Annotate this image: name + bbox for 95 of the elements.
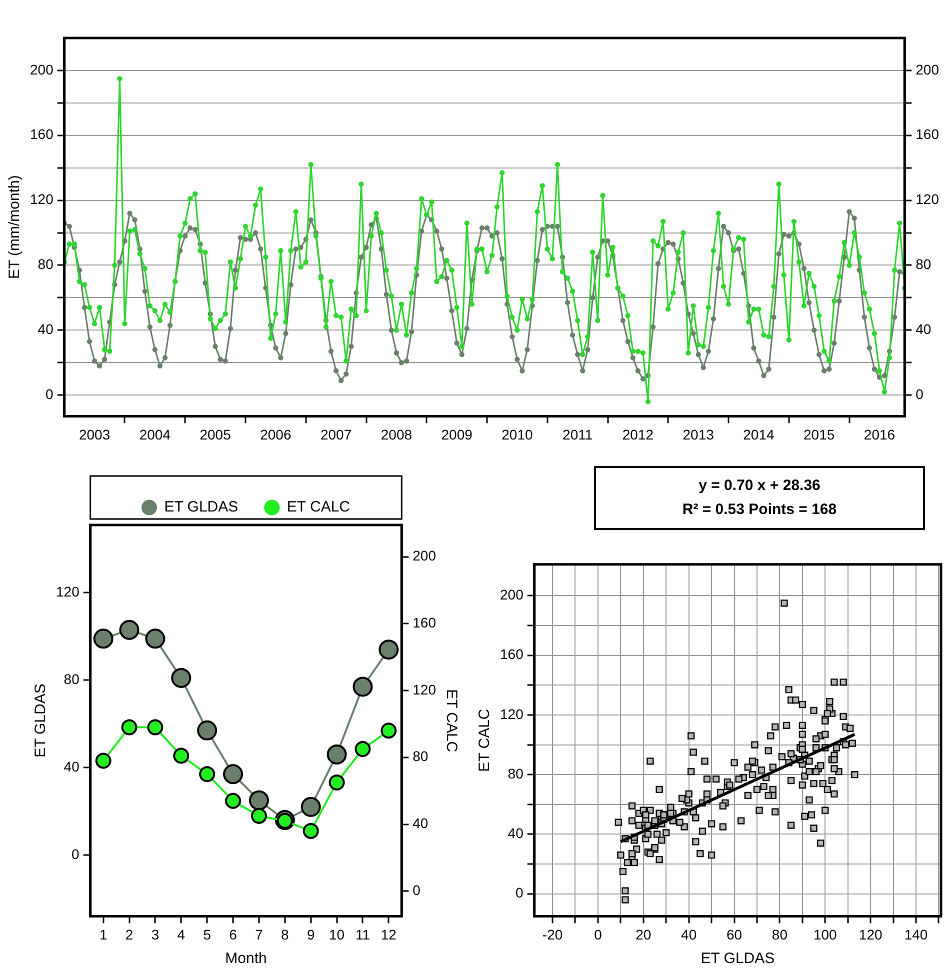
x-axis-title: Month	[225, 950, 267, 968]
y-axis-title: ET (mm/month)	[6, 175, 24, 280]
y-axis-title: ET CALC	[476, 708, 494, 772]
y-tick-label: 40	[38, 321, 54, 338]
point	[354, 741, 371, 758]
y2-tick-label: 160	[916, 126, 940, 142]
x-tick-label: 2003	[78, 426, 110, 442]
y2-tick-label: 200	[412, 548, 436, 564]
y-axis-title: ET GLDAS	[32, 684, 50, 758]
y2-tick-label: 0	[412, 882, 421, 898]
x-axis-title: ET GLDAS	[700, 950, 775, 968]
point	[352, 676, 373, 697]
y-tick-label: 0	[46, 386, 54, 402]
point	[250, 808, 267, 824]
point	[225, 792, 242, 809]
y2-tick-label: 40	[412, 815, 428, 832]
y-tick-label: 200	[500, 586, 524, 603]
point	[223, 764, 244, 784]
x-tick-label: 2010	[502, 426, 533, 442]
x-tick-label: 2011	[562, 426, 593, 442]
y-tick-label: 160	[30, 126, 54, 142]
y2-tick-label: 120	[412, 681, 436, 698]
y-tick-label: 120	[500, 706, 524, 722]
y2-tick-label: 80	[412, 748, 428, 764]
y-tick-label: 120	[56, 584, 80, 600]
point	[326, 744, 347, 764]
x-tick-label: 2005	[200, 426, 232, 442]
point	[197, 720, 218, 740]
y2-tick-label: 120	[916, 191, 940, 208]
point	[380, 722, 397, 739]
x-tick-label: 2008	[380, 426, 412, 442]
y-tick-label: 80	[38, 256, 54, 272]
x-tick-label: 0	[594, 926, 602, 942]
x-tick-label: 2016	[864, 426, 896, 442]
y-tick-label: 200	[30, 61, 54, 78]
x-tick-label: 8	[281, 926, 290, 942]
x-tick-label: -20	[542, 926, 563, 942]
x-tick-label: 100	[813, 926, 838, 942]
y-tick-label: 0	[72, 846, 80, 862]
point	[121, 719, 138, 736]
legend-label: ET GLDAS	[164, 498, 238, 516]
y-tick-label: 40	[64, 758, 80, 774]
y2-tick-label: 80	[916, 256, 932, 272]
point	[248, 790, 269, 810]
x-tick-label: 11	[355, 926, 370, 942]
x-tick-label: 2014	[743, 426, 775, 442]
point	[171, 668, 192, 688]
y-tick-label: 0	[516, 884, 524, 901]
x-tick-label: 60	[726, 926, 742, 942]
x-tick-label: 20	[636, 926, 652, 942]
x-tick-label: 4	[177, 926, 186, 942]
point	[300, 796, 321, 817]
point	[119, 620, 140, 640]
x-tick-label: 5	[203, 926, 212, 942]
point	[145, 628, 166, 649]
x-tick-label: 2013	[682, 426, 714, 442]
x-tick-label: 120	[858, 926, 882, 942]
x-tick-label: 2015	[804, 426, 835, 442]
point	[199, 766, 216, 782]
x-tick-label: 2007	[320, 426, 352, 442]
x-tick-label: 10	[329, 926, 345, 942]
x-tick-label: 80	[772, 926, 788, 942]
x-tick-label: 2	[125, 926, 134, 942]
y2-tick-label: 200	[916, 61, 940, 78]
x-tick-label: 140	[904, 926, 928, 942]
text: y = 0.70 x + 28.36	[698, 476, 822, 496]
y2-tick-label: 160	[412, 614, 436, 630]
x-tick-label: 9	[306, 926, 315, 942]
x-tick-label: 7	[255, 926, 264, 942]
x-tick-label: 6	[229, 926, 238, 942]
x-tick-label: 12	[380, 926, 397, 942]
point	[147, 719, 164, 736]
x-tick-label: 2006	[260, 426, 292, 442]
y-tick-label: 160	[500, 646, 524, 662]
point	[173, 748, 190, 764]
x-tick-label: 3	[151, 926, 160, 942]
y-tick-label: 40	[508, 825, 524, 842]
x-tick-label: 40	[681, 926, 697, 942]
y2-tick-label: 0	[916, 386, 924, 402]
y2-tick-label: 40	[916, 321, 932, 338]
point	[378, 640, 399, 660]
x-tick-label: 2004	[139, 426, 171, 442]
y-tick-label: 80	[64, 671, 80, 688]
point	[93, 628, 114, 649]
point	[328, 774, 345, 790]
y2-axis-title: ET CALC	[442, 689, 460, 752]
y-tick-label: 80	[508, 765, 524, 782]
point	[95, 752, 112, 769]
text: R² = 0.53 Points = 168	[681, 500, 838, 520]
point	[302, 822, 319, 839]
x-tick-label: 2012	[622, 426, 654, 442]
x-tick-label: 2009	[441, 426, 473, 442]
x-tick-label: 1	[99, 926, 108, 942]
legend-label: ET CALC	[286, 498, 350, 516]
y-tick-label: 120	[30, 191, 54, 208]
